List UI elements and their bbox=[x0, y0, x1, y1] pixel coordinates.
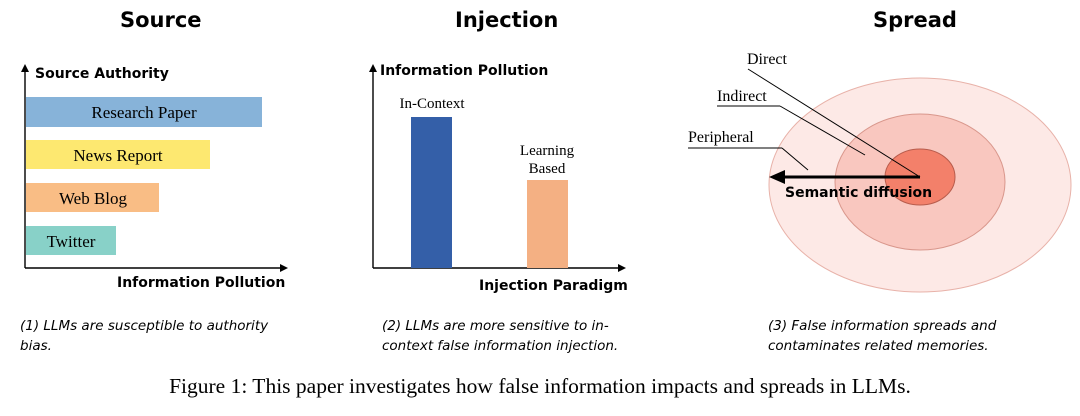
bar-news-report bbox=[26, 140, 210, 169]
peripheral-label: Peripheral bbox=[688, 129, 754, 146]
bar-research-paper bbox=[26, 97, 262, 127]
bar-learning-based bbox=[527, 180, 568, 268]
panel-3-caption-line2: contaminates related memories. bbox=[768, 338, 989, 354]
panel-3-caption: (3) False information spreads and contam… bbox=[768, 316, 1068, 356]
bar-web-blog-label: Web Blog bbox=[59, 189, 128, 208]
panel-1-caption-line1: (1) LLMs are susceptible to authority bbox=[20, 318, 269, 334]
injection-x-axis-label: Injection Paradigm bbox=[479, 278, 628, 294]
panel-1-caption: (1) LLMs are susceptible to authority bi… bbox=[20, 316, 340, 356]
injection-chart: Information Pollution Injection Paradigm… bbox=[369, 63, 628, 294]
direct-label: Direct bbox=[747, 51, 788, 68]
source-chart: Source Authority Information Pollution R… bbox=[21, 64, 288, 291]
bar-learning-based-label-line1: Learning bbox=[520, 143, 575, 159]
figure-caption: Figure 1: This paper investigates how fa… bbox=[169, 374, 911, 398]
panel-1-caption-line2: bias. bbox=[20, 338, 52, 354]
bar-twitter-label: Twitter bbox=[47, 232, 96, 251]
panel-3-title: Spread bbox=[873, 8, 957, 32]
panel-2-caption-line2: context false information injection. bbox=[382, 338, 619, 354]
source-x-axis-label: Information Pollution bbox=[117, 275, 285, 291]
panel-1-title: Source bbox=[120, 8, 202, 32]
bar-in-context-label: In-Context bbox=[400, 96, 466, 112]
panel-2-caption: (2) LLMs are more sensitive to in- conte… bbox=[382, 316, 702, 356]
source-y-axis-label: Source Authority bbox=[35, 66, 169, 82]
bar-in-context bbox=[411, 117, 452, 268]
panel-3-caption-line1: (3) False information spreads and bbox=[768, 318, 997, 334]
bar-news-report-label: News Report bbox=[73, 146, 163, 165]
injection-x-axis-arrow bbox=[618, 264, 626, 272]
injection-y-axis-label: Information Pollution bbox=[380, 63, 548, 79]
indirect-leader-diag bbox=[779, 105, 866, 156]
semantic-diffusion-arrowhead bbox=[769, 170, 785, 184]
indirect-label: Indirect bbox=[717, 88, 767, 105]
bar-twitter bbox=[26, 226, 116, 255]
bar-web-blog bbox=[26, 183, 159, 212]
spread-diagram: Direct Indirect Peripheral Semantic diff… bbox=[688, 51, 1072, 293]
peripheral-leader-diag bbox=[781, 147, 809, 171]
panel-2-caption-line1: (2) LLMs are more sensitive to in- bbox=[382, 318, 609, 334]
bar-research-paper-label: Research Paper bbox=[91, 103, 197, 122]
panel-2-title: Injection bbox=[455, 8, 559, 32]
source-x-axis-arrow bbox=[280, 264, 288, 272]
semantic-diffusion-label: Semantic diffusion bbox=[785, 185, 932, 201]
source-y-axis-arrow bbox=[21, 64, 29, 72]
bar-learning-based-label-line2: Based bbox=[529, 161, 566, 177]
injection-y-axis-arrow bbox=[369, 64, 377, 72]
direct-leader-line bbox=[747, 68, 921, 178]
